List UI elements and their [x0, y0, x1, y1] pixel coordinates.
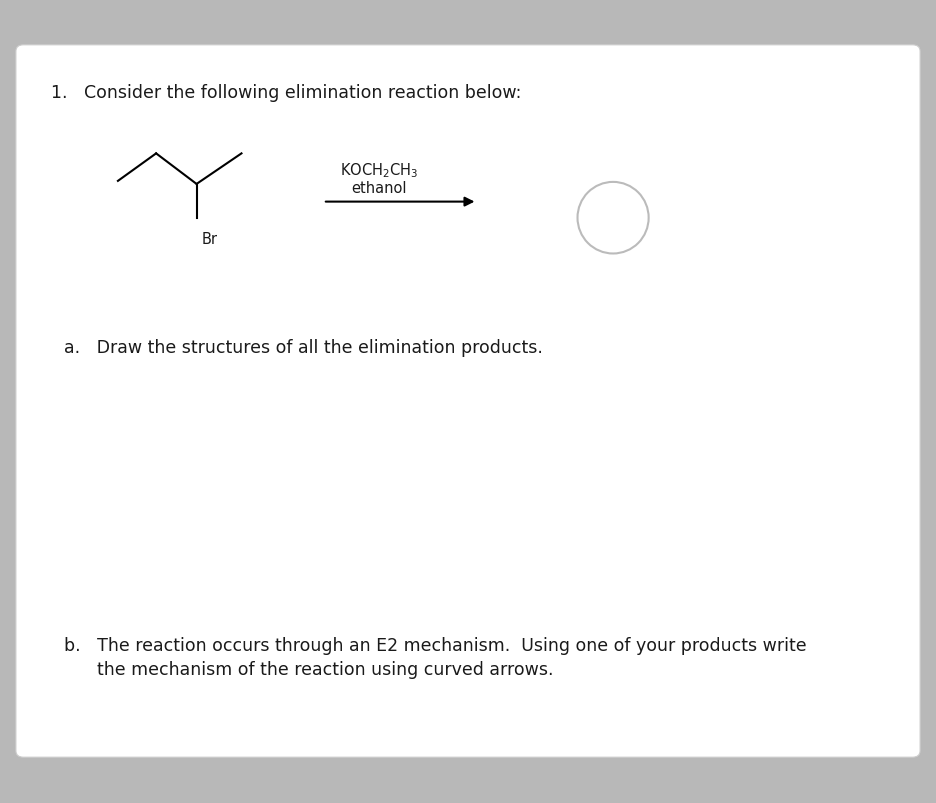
Text: the mechanism of the reaction using curved arrows.: the mechanism of the reaction using curv…: [64, 660, 553, 678]
Text: ethanol: ethanol: [351, 181, 407, 195]
Text: KOCH$_2$CH$_3$: KOCH$_2$CH$_3$: [340, 161, 418, 180]
Text: a.   Draw the structures of all the elimination products.: a. Draw the structures of all the elimin…: [64, 339, 543, 357]
Text: 1.   Consider the following elimination reaction below:: 1. Consider the following elimination re…: [51, 84, 522, 102]
FancyBboxPatch shape: [16, 46, 920, 757]
Text: b.   The reaction occurs through an E2 mechanism.  Using one of your products wr: b. The reaction occurs through an E2 mec…: [64, 636, 806, 654]
Text: Br: Br: [201, 231, 217, 247]
